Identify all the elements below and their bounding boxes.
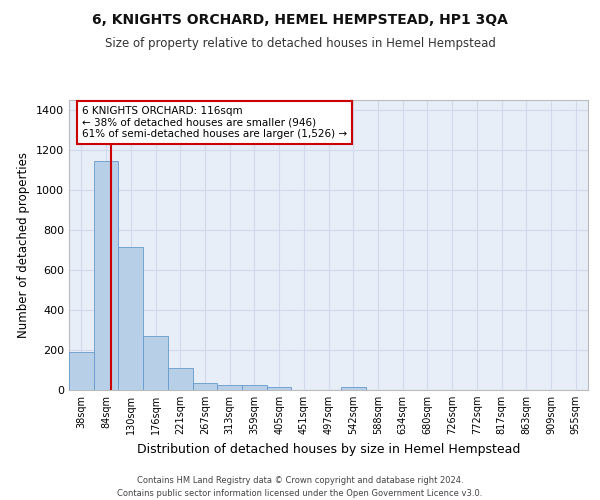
Bar	[242, 385, 267, 390]
Bar	[118, 247, 143, 390]
Y-axis label: Number of detached properties: Number of detached properties	[17, 152, 31, 338]
Text: Contains HM Land Registry data © Crown copyright and database right 2024.
Contai: Contains HM Land Registry data © Crown c…	[118, 476, 482, 498]
Bar	[193, 383, 217, 390]
Bar	[168, 368, 193, 390]
Bar	[341, 387, 365, 390]
Bar	[217, 384, 242, 390]
Text: Size of property relative to detached houses in Hemel Hempstead: Size of property relative to detached ho…	[104, 38, 496, 51]
Bar	[143, 336, 168, 390]
Text: 6 KNIGHTS ORCHARD: 116sqm
← 38% of detached houses are smaller (946)
61% of semi: 6 KNIGHTS ORCHARD: 116sqm ← 38% of detac…	[82, 106, 347, 139]
Text: 6, KNIGHTS ORCHARD, HEMEL HEMPSTEAD, HP1 3QA: 6, KNIGHTS ORCHARD, HEMEL HEMPSTEAD, HP1…	[92, 12, 508, 26]
Bar	[267, 387, 292, 390]
X-axis label: Distribution of detached houses by size in Hemel Hempstead: Distribution of detached houses by size …	[137, 442, 520, 456]
Bar	[69, 352, 94, 390]
Bar	[94, 161, 118, 390]
